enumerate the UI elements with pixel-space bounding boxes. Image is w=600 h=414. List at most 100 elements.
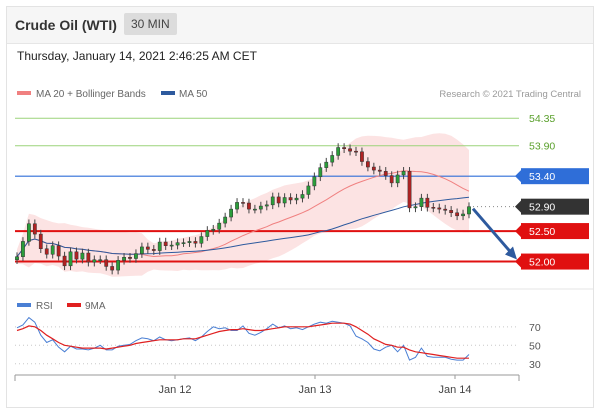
candle-body [377, 169, 382, 172]
candle-body [294, 197, 299, 201]
resistance-label-0: 54.35 [529, 113, 555, 125]
candle-body [455, 212, 459, 217]
rsi-tick-label-1: 50 [529, 340, 541, 352]
candle-body [276, 196, 281, 204]
candle-body [175, 242, 180, 246]
candle-body [151, 249, 156, 251]
rsi-tick-label-2: 30 [529, 359, 541, 371]
candle-body [187, 241, 192, 243]
candle-body [264, 204, 269, 207]
candle-body [74, 251, 79, 260]
legend-swatch-ma50 [161, 91, 175, 95]
candle-body [419, 197, 424, 207]
projection-arrow-head [505, 246, 517, 260]
x-tick-label-0: Jan 12 [158, 384, 191, 396]
candle-body [241, 202, 245, 204]
ma50-line [16, 196, 470, 258]
legend-label-ma50: MA 50 [179, 89, 208, 100]
candle-body [44, 248, 49, 255]
rsi-panel: 70 50 30 [15, 316, 541, 371]
rsi-9ma-line [16, 322, 469, 359]
key-level-tag-0 [521, 168, 589, 185]
legend-label-rsi: RSI [36, 301, 53, 312]
legend-swatch-rsi [17, 303, 31, 307]
candle-body [342, 147, 346, 149]
candle-body [181, 242, 186, 244]
candle-body [270, 196, 275, 206]
candle-body [288, 197, 293, 201]
candle-body [282, 197, 287, 204]
candle-body [300, 194, 305, 199]
candle-body [92, 259, 97, 263]
candle-body [354, 150, 358, 153]
candle-body [193, 241, 198, 244]
candle-body [122, 257, 126, 261]
x-axis-labels: Jan 12 Jan 13 Jan 14 [158, 375, 472, 396]
projection-arrow-shaft [471, 207, 513, 254]
candle-body [348, 148, 352, 152]
legend-swatch-9ma [67, 303, 81, 307]
candle-body [104, 259, 109, 267]
candle-body [247, 202, 251, 210]
candle-body [360, 151, 364, 162]
candle-body [38, 233, 43, 250]
candle-body [312, 176, 317, 187]
candle-body [98, 259, 103, 261]
candle-body [461, 213, 465, 217]
candle-body [395, 174, 400, 184]
candle-body [27, 223, 31, 242]
chart-header: Crude Oil (WTI) 30 MIN [7, 7, 593, 44]
price-panel: 54.35 53.90 53.40 52.50 52.00 52.90 [15, 113, 589, 277]
candle-body [110, 266, 115, 271]
candle-body [169, 244, 174, 247]
rsi-tick-label-0: 70 [529, 322, 541, 334]
candle-body [211, 228, 216, 231]
candle-body [163, 241, 168, 246]
candle-body [366, 161, 370, 168]
candle-body [199, 236, 204, 244]
candle-body [383, 171, 388, 176]
candle-body [449, 210, 454, 214]
candle-body [145, 246, 150, 250]
last-price-tag-pointer [515, 200, 521, 213]
candle-body [306, 185, 311, 195]
last-price-label: 52.90 [529, 202, 555, 214]
candle-body [425, 197, 430, 208]
candle-body [56, 245, 61, 257]
key-level-label-1: 52.50 [529, 226, 555, 238]
candle-body [389, 175, 394, 184]
legend-swatch-ma20 [17, 91, 31, 95]
resistance-label-1: 53.90 [529, 141, 555, 153]
candle-body [401, 171, 406, 176]
candle-body [336, 147, 341, 156]
candle-body [318, 167, 323, 178]
price-chart: MA 20 + Bollinger Bands MA 50 Research ©… [7, 89, 593, 396]
candle-body [258, 205, 263, 210]
candle-body [62, 255, 67, 267]
candle-body [413, 206, 418, 209]
x-tick-label-1: Jan 13 [298, 384, 331, 396]
candle-body [205, 230, 210, 237]
candle-body [253, 208, 257, 211]
candle-body [437, 207, 442, 210]
candle-body [235, 202, 239, 210]
candle-body [443, 208, 448, 211]
candle-body [157, 241, 162, 251]
candle-body [229, 208, 233, 218]
rsi-line [16, 316, 470, 361]
candle-body [128, 257, 132, 259]
candle-body [116, 260, 120, 271]
candle-body [86, 252, 91, 263]
candle-body [15, 256, 19, 260]
timeframe-button[interactable]: 30 MIN [124, 13, 177, 35]
candle-body [134, 253, 138, 259]
candle-body [68, 251, 73, 267]
key-level-tag-pointer-2 [515, 255, 521, 268]
key-level-tag-2 [521, 253, 589, 270]
research-credit: Research © 2021 Trading Central [439, 89, 581, 100]
candle-body [431, 207, 436, 209]
candle-body [50, 245, 55, 255]
instrument-title: Crude Oil (WTI) [15, 17, 117, 33]
legend-label-9ma: 9MA [85, 301, 106, 312]
candle-body [324, 161, 329, 168]
